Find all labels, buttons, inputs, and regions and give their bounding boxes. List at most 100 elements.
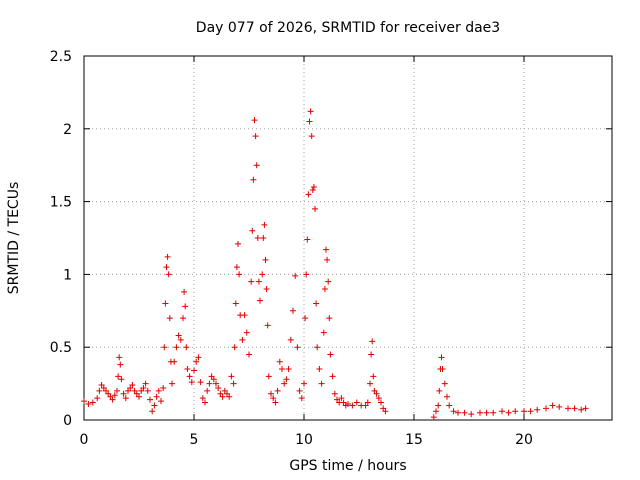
- data-point-marker: [527, 408, 534, 415]
- data-point-marker: [324, 256, 331, 263]
- data-point-marker: [228, 373, 235, 380]
- data-point-marker: [446, 402, 453, 409]
- data-point-marker: [250, 176, 257, 183]
- data-point-marker: [349, 402, 356, 409]
- data-point-marker: [369, 338, 376, 345]
- data-point-marker: [166, 315, 173, 322]
- data-point-marker: [164, 253, 171, 260]
- data-point-marker: [285, 366, 292, 373]
- data-point-marker: [183, 344, 190, 351]
- y-tick-label: 0.5: [50, 340, 72, 356]
- data-point-marker: [210, 376, 217, 383]
- data-point-marker: [268, 390, 274, 397]
- data-point-marker: [308, 133, 315, 140]
- data-point-marker: [235, 240, 241, 247]
- data-point-marker: [556, 403, 563, 410]
- data-point-marker: [305, 191, 312, 198]
- data-point-marker: [314, 344, 321, 351]
- data-point-marker: [197, 379, 204, 386]
- data-point-marker: [94, 395, 101, 402]
- data-point-marker: [232, 300, 239, 307]
- data-point-marker: [89, 399, 96, 406]
- data-point-marker: [118, 376, 125, 383]
- data-point-marker: [444, 393, 450, 400]
- y-tick-label: 2: [63, 122, 72, 138]
- data-point-marker: [259, 271, 266, 278]
- data-point-marker: [140, 384, 147, 391]
- chart-title: Day 077 of 2026, SRMTID for receiver dae…: [196, 20, 500, 36]
- data-point-marker: [461, 409, 468, 416]
- data-point-marker: [188, 379, 195, 386]
- y-tick-label: 0: [63, 413, 72, 429]
- data-point-marker: [265, 373, 272, 380]
- data-point-marker: [296, 387, 303, 394]
- data-point-marker: [254, 235, 261, 241]
- data-point-marker: [191, 367, 197, 374]
- data-point-marker: [206, 380, 213, 387]
- data-point-marker: [290, 307, 296, 314]
- data-point-marker: [117, 361, 124, 368]
- data-point-marker: [257, 297, 263, 304]
- x-axis-label: GPS time / hours: [289, 458, 406, 474]
- data-point-marker: [81, 398, 87, 405]
- x-tick-label: 5: [190, 432, 199, 448]
- data-point-marker: [433, 408, 439, 415]
- data-point-marker: [323, 246, 329, 253]
- grid-layer: [84, 56, 612, 420]
- data-point-marker: [193, 358, 200, 365]
- data-point-marker: [184, 366, 191, 373]
- data-point-marker: [116, 354, 123, 361]
- data-point-marker: [325, 278, 332, 285]
- data-point-marker: [241, 312, 248, 319]
- x-tick-label: 10: [295, 432, 313, 448]
- data-point-marker: [149, 408, 156, 415]
- data-point-marker: [246, 351, 252, 358]
- data-point-marker: [115, 373, 122, 380]
- data-point-marker: [543, 405, 549, 412]
- data-point-marker: [260, 235, 267, 241]
- data-point-marker: [338, 395, 345, 402]
- plot-frame: [83, 55, 613, 421]
- data-point-marker: [450, 408, 457, 415]
- data-point-marker: [215, 384, 222, 391]
- data-point-marker: [151, 402, 158, 409]
- data-point-marker: [239, 336, 246, 343]
- data-point-marker: [85, 400, 92, 407]
- data-point-marker: [182, 303, 189, 310]
- data-point-marker: [231, 344, 238, 351]
- data-point-marker: [309, 186, 316, 193]
- data-point-marker: [253, 162, 260, 169]
- data-point-marker: [204, 387, 211, 394]
- data-point-marker: [270, 395, 277, 402]
- data-point-marker: [455, 409, 461, 416]
- data-point-marker: [233, 264, 240, 271]
- data-point-marker: [255, 278, 262, 285]
- data-point-marker: [181, 288, 188, 295]
- data-point-marker: [303, 271, 310, 278]
- data-point-marker: [199, 395, 206, 402]
- data-point-marker: [373, 390, 380, 397]
- data-point-marker: [175, 332, 182, 339]
- data-point-marker: [298, 395, 305, 402]
- data-point-marker: [370, 373, 377, 380]
- data-point-marker: [111, 392, 118, 399]
- data-point-marker: [477, 409, 483, 416]
- data-point-marker: [565, 405, 571, 412]
- data-point-marker: [436, 387, 443, 394]
- data-point-marker: [368, 351, 375, 358]
- data-point-marker: [375, 395, 382, 402]
- data-point-marker: [512, 408, 519, 415]
- data-point-marker: [147, 396, 153, 403]
- data-point-marker: [331, 390, 338, 397]
- data-point-marker: [213, 380, 219, 387]
- data-point-marker: [274, 387, 281, 394]
- data-point-marker: [312, 205, 318, 212]
- data-point-marker: [430, 414, 437, 421]
- data-point-marker: [219, 393, 226, 400]
- data-point-marker: [261, 221, 268, 228]
- data-point-marker: [327, 351, 334, 358]
- data-point-marker: [249, 227, 256, 234]
- data-point-marker: [571, 405, 578, 412]
- data-point-marker: [169, 380, 175, 387]
